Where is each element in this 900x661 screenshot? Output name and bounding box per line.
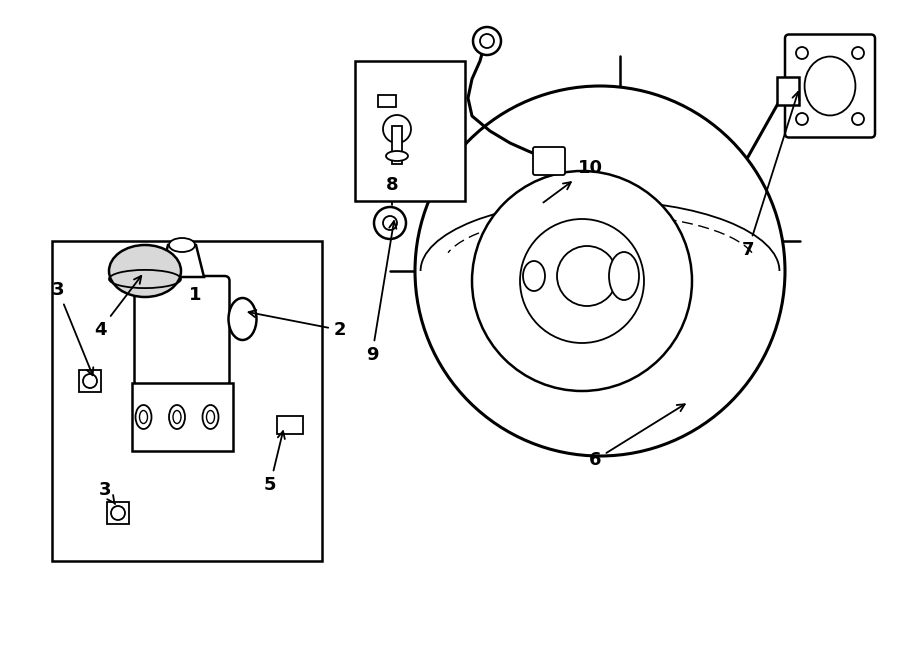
Text: 3: 3: [52, 281, 94, 375]
Ellipse shape: [609, 252, 639, 300]
Ellipse shape: [136, 405, 151, 429]
Text: 8: 8: [386, 176, 399, 194]
Ellipse shape: [169, 238, 195, 252]
Ellipse shape: [805, 57, 855, 116]
Ellipse shape: [169, 405, 185, 429]
Circle shape: [796, 47, 808, 59]
FancyBboxPatch shape: [134, 276, 230, 386]
Circle shape: [472, 171, 692, 391]
Ellipse shape: [229, 298, 256, 340]
Text: 9: 9: [365, 221, 396, 364]
Circle shape: [83, 374, 97, 388]
Ellipse shape: [386, 151, 408, 161]
Circle shape: [374, 207, 406, 239]
Ellipse shape: [206, 410, 214, 424]
Text: 7: 7: [742, 92, 799, 259]
Bar: [52, 241, 322, 561]
Circle shape: [383, 216, 397, 230]
Circle shape: [480, 34, 494, 48]
Bar: [276, 416, 302, 434]
FancyBboxPatch shape: [533, 147, 565, 175]
Bar: [777, 77, 799, 105]
Bar: [107, 502, 129, 524]
Text: 1: 1: [189, 286, 202, 304]
Polygon shape: [160, 245, 204, 277]
Circle shape: [557, 246, 617, 306]
Circle shape: [473, 27, 501, 55]
Bar: [355, 61, 465, 201]
Ellipse shape: [140, 410, 148, 424]
Bar: [131, 383, 232, 451]
Circle shape: [852, 47, 864, 59]
FancyBboxPatch shape: [785, 34, 875, 137]
Circle shape: [383, 115, 411, 143]
Ellipse shape: [523, 261, 545, 291]
Ellipse shape: [202, 405, 219, 429]
Text: 10: 10: [544, 159, 602, 202]
Circle shape: [520, 219, 644, 343]
Circle shape: [852, 113, 864, 125]
Bar: [79, 370, 101, 392]
Circle shape: [415, 86, 785, 456]
Text: 3: 3: [99, 481, 115, 504]
Ellipse shape: [173, 410, 181, 424]
Ellipse shape: [109, 245, 181, 297]
Bar: [392, 126, 402, 164]
Circle shape: [111, 506, 125, 520]
Text: 2: 2: [248, 310, 346, 339]
Text: 6: 6: [589, 405, 685, 469]
Bar: [378, 95, 396, 107]
Text: 4: 4: [94, 276, 141, 339]
Circle shape: [796, 113, 808, 125]
Text: 5: 5: [264, 431, 285, 494]
